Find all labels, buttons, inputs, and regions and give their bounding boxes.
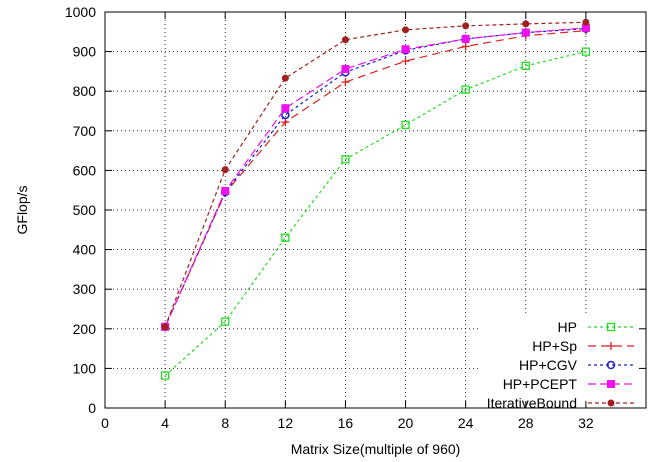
- y-tick-label: 0: [88, 400, 96, 416]
- series-iterativebound: [161, 18, 590, 331]
- data-point: [221, 166, 229, 174]
- x-tick-label: 20: [398, 415, 414, 431]
- data-point: [461, 42, 470, 51]
- data-point: [461, 34, 470, 43]
- y-tick-label: 300: [73, 281, 97, 297]
- legend-label: HP+Sp: [532, 338, 577, 354]
- x-tick-label: 28: [518, 415, 534, 431]
- y-tick-label: 800: [73, 83, 97, 99]
- legend-item: HP+Sp: [532, 338, 634, 354]
- data-point: [461, 85, 470, 94]
- data-point: [221, 186, 230, 195]
- x-tick-label: 12: [278, 415, 294, 431]
- data-point: [607, 399, 615, 407]
- legend-item: HP+CGV: [519, 357, 634, 373]
- y-tick-label: 900: [73, 44, 97, 60]
- data-point: [606, 322, 616, 332]
- data-point: [281, 104, 290, 113]
- data-point: [160, 371, 170, 380]
- series-line: [164, 51, 587, 376]
- data-point: [606, 360, 616, 370]
- x-tick-label: 24: [458, 415, 474, 431]
- legend-label: IterativeBound: [487, 395, 577, 411]
- series-hp-pcept: [161, 23, 590, 331]
- data-point: [161, 323, 169, 331]
- y-tick-label: 700: [73, 123, 97, 139]
- x-tick-label: 4: [161, 415, 169, 431]
- series-line: [164, 27, 586, 328]
- data-point: [221, 317, 230, 326]
- y-tick-label: 400: [73, 242, 97, 258]
- data-point: [401, 45, 410, 54]
- legend-label: HP+CGV: [519, 357, 578, 373]
- data-point: [401, 57, 410, 66]
- series-line: [164, 30, 586, 328]
- data-point: [402, 26, 410, 34]
- data-point: [341, 36, 349, 44]
- legend-item: HP: [558, 319, 634, 335]
- legend-item: IterativeBound: [487, 395, 634, 411]
- data-point: [341, 155, 350, 164]
- data-point: [521, 61, 530, 71]
- data-point: [581, 47, 591, 56]
- data-point: [281, 233, 290, 242]
- legend-item: HP+PCEPT: [503, 376, 634, 392]
- legend-label: HP: [558, 319, 577, 335]
- x-tick-label: 8: [221, 415, 229, 431]
- axes: 0 100 200 300 400 500 600 700 800 900 1000 0 4 8 12 16 2…: [65, 4, 647, 431]
- legend: HP HP+Sp HP+CGV HP+PCEPT IterativeBound: [487, 319, 634, 411]
- series-line: [164, 21, 586, 328]
- data-point: [607, 380, 615, 388]
- legend-label: HP+PCEPT: [503, 376, 578, 392]
- series-hp: [160, 47, 591, 380]
- y-tick-label: 100: [73, 360, 97, 376]
- y-tick-label: 1000: [65, 4, 96, 20]
- data-point: [521, 28, 530, 37]
- y-axis-title: GFlop/s: [14, 185, 30, 234]
- x-tick-label: 32: [578, 415, 594, 431]
- series-hp-cgv: [160, 24, 591, 332]
- series-line: [164, 28, 586, 328]
- data-point: [341, 78, 350, 87]
- y-tick-label: 200: [73, 321, 97, 337]
- x-tick-label: 0: [101, 415, 109, 431]
- x-tick-label: 16: [338, 415, 354, 431]
- data-point: [607, 342, 615, 350]
- y-tick-label: 600: [73, 162, 97, 178]
- series-lines: [160, 18, 591, 380]
- data-point: [582, 18, 590, 26]
- y-tick-label: 500: [73, 202, 97, 218]
- data-point: [522, 20, 530, 28]
- x-axis-title: Matrix Size(multiple of 960): [291, 441, 461, 457]
- data-point: [281, 74, 289, 82]
- data-point: [341, 65, 350, 74]
- data-point: [462, 22, 470, 30]
- data-point: [281, 118, 290, 127]
- grid-lines: [105, 12, 646, 408]
- data-point: [401, 120, 410, 130]
